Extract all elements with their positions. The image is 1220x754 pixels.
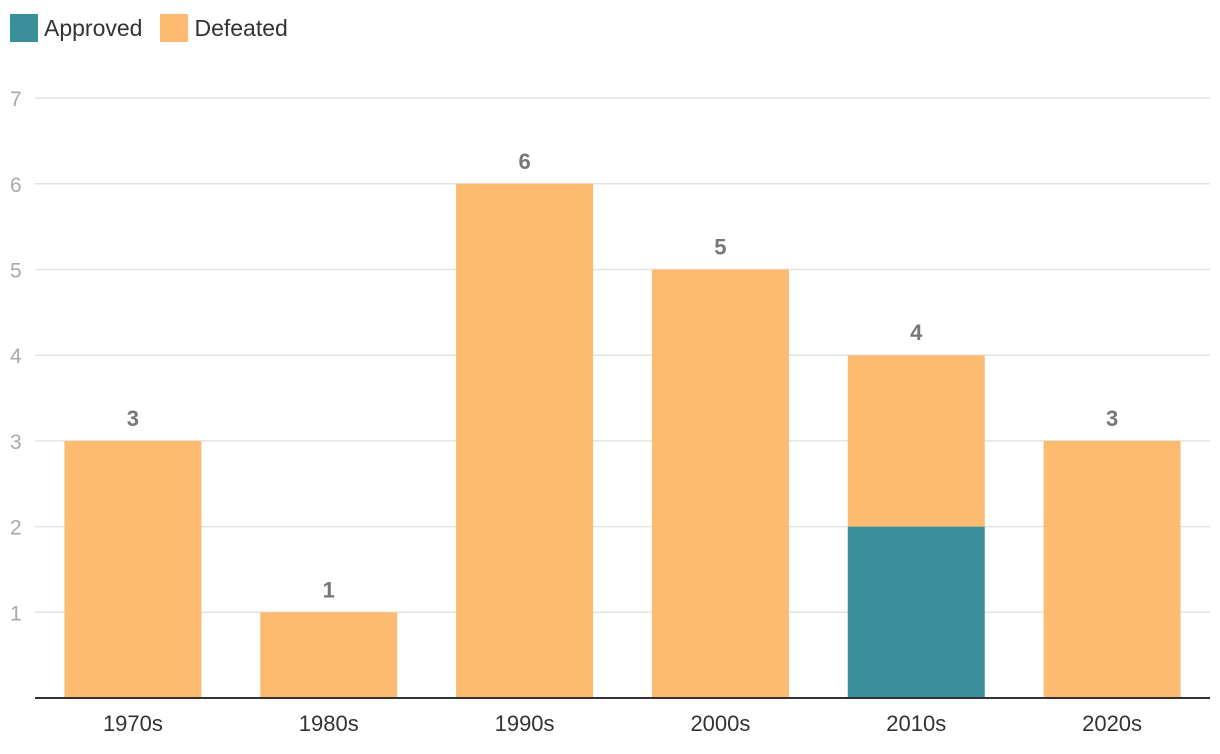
legend-swatch-approved — [10, 14, 38, 42]
data-label-2000s: 5 — [714, 235, 726, 260]
legend-item-approved[interactable]: Approved — [10, 14, 142, 42]
x-tick-label-2010s: 2010s — [886, 711, 946, 736]
y-tick-label-6: 6 — [10, 174, 22, 197]
x-tick-label-2020s: 2020s — [1082, 711, 1142, 736]
gridlines — [35, 97, 1210, 614]
bar-2020s-defeated[interactable] — [1043, 440, 1181, 698]
x-tick-label-2000s: 2000s — [690, 711, 750, 736]
y-tick-label-5: 5 — [10, 260, 22, 283]
data-label-1990s: 6 — [518, 149, 530, 174]
bar-2000s-defeated[interactable] — [651, 269, 789, 699]
data-label-1970s: 3 — [127, 406, 139, 431]
y-tick-label-4: 4 — [10, 345, 22, 368]
data-label-2020s: 3 — [1106, 406, 1118, 431]
legend-item-defeated[interactable]: Defeated — [160, 14, 288, 42]
x-tick-label-1990s: 1990s — [495, 711, 555, 736]
data-label-2010s: 4 — [910, 320, 923, 345]
x-tick-label-1970s: 1970s — [103, 711, 163, 736]
legend: Approved Defeated — [10, 12, 306, 44]
bar-1970s-defeated[interactable] — [64, 440, 202, 698]
legend-swatch-defeated — [160, 14, 189, 42]
labels: 1 2 3 4 5 6 7 3 1970s 1 1980s 6 1990s 5 2000s 4 2010s 3 20… — [10, 88, 1210, 736]
legend-label-defeated: Defeated — [194, 14, 288, 41]
bar-1990s-defeated[interactable] — [456, 183, 594, 699]
legend-label-approved: Approved — [44, 14, 143, 41]
data-label-1980s: 1 — [323, 577, 335, 602]
y-tick-label-2: 2 — [10, 517, 22, 540]
x-tick-label-1980s: 1980s — [299, 711, 359, 736]
y-tick-label-3: 3 — [10, 431, 22, 454]
y-tick-label-1: 1 — [10, 602, 22, 625]
bar-2010s-defeated[interactable] — [847, 355, 985, 527]
bar-2010s-approved[interactable] — [847, 526, 985, 698]
bars — [64, 183, 1181, 699]
y-tick-label-7: 7 — [10, 88, 22, 111]
bar-1980s-defeated[interactable] — [260, 612, 398, 698]
